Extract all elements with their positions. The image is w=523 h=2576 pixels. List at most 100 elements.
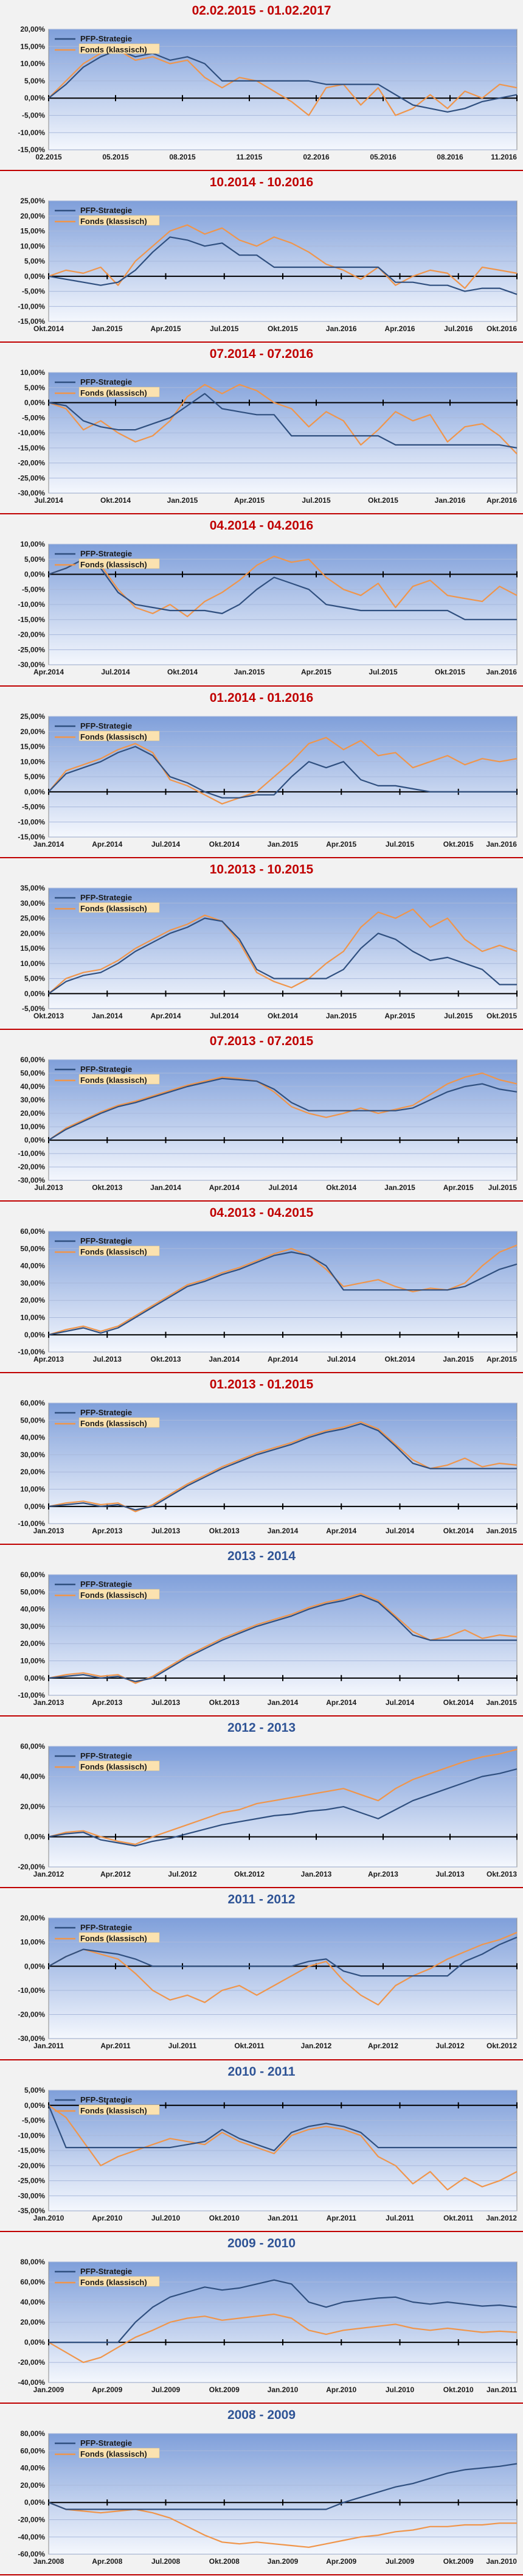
y-tick-label: -5,00% — [22, 2116, 45, 2124]
y-tick-label: 30,00% — [20, 1279, 45, 1287]
y-tick-label: 15,00% — [20, 944, 45, 953]
y-tick-label: 20,00% — [20, 2318, 45, 2326]
x-tick-label: Apr.2015 — [234, 496, 265, 505]
y-tick-label: 20,00% — [20, 1639, 45, 1648]
y-tick-label: -5,00% — [22, 287, 45, 296]
legend-label-strategy: PFP-Strategie — [80, 549, 132, 558]
legend-label-fund: Fonds (klassisch) — [80, 45, 147, 54]
series-line-fonds-klassisch — [48, 2502, 517, 2548]
x-tick-label: Okt.2015 — [443, 840, 474, 849]
y-tick-label: 0,00% — [24, 399, 45, 407]
line-chart: 60,00% 50,00% 40,00% 30,00% 20,00% 10,00% 0,00… — [18, 1055, 518, 1192]
y-tick-label: 50,00% — [20, 1069, 45, 1077]
x-tick-label: Jan.2010 — [486, 2557, 517, 2566]
x-tick-label: Jul.2014 — [386, 1698, 415, 1707]
legend-label-fund: Fonds (klassisch) — [80, 560, 147, 569]
series-line-pfp-strategie — [48, 1937, 518, 1977]
y-tick-label: -5,00% — [22, 1004, 45, 1013]
x-tick-label: Okt.2014 — [326, 1183, 356, 1192]
chart-title: 04.2014 - 04.2016 — [209, 519, 314, 533]
x-tick-label: Okt.2015 — [435, 668, 465, 677]
chart-title: 07.2013 - 07.2015 — [209, 1034, 314, 1048]
panel-separator — [0, 2574, 523, 2575]
x-tick-label: Apr.2015 — [326, 840, 356, 849]
line-chart: 60,00% 50,00% 40,00% 30,00% 20,00% 10,00% 0,00… — [18, 1399, 518, 1535]
legend-label-strategy: PFP-Strategie — [80, 1923, 132, 1932]
y-tick-label: -20,00% — [18, 1163, 45, 1171]
x-tick-label: Jul.2011 — [386, 2214, 414, 2222]
y-tick-label: 50,00% — [20, 1416, 45, 1424]
y-tick-label: 40,00% — [20, 2463, 45, 2472]
y-tick-label: -10,00% — [18, 1348, 45, 1356]
x-tick-label: Jul.2011 — [168, 2042, 197, 2051]
legend-highlight — [78, 1761, 160, 1771]
legend-highlight — [78, 1245, 160, 1256]
chart-panel: 04.2013 - 04.2015 60,00% 50,00% 40,00% 30,00… — [0, 1202, 523, 1374]
y-tick-label: -15,00% — [18, 833, 45, 841]
y-tick-label: 0,00% — [24, 2101, 45, 2109]
y-tick-label: 30,00% — [20, 898, 45, 907]
y-tick-label: 40,00% — [20, 1082, 45, 1091]
y-tick-label: -20,00% — [18, 1863, 45, 1871]
chart-title: 07.2014 - 07.2016 — [209, 347, 314, 362]
x-tick-label: Okt.2015 — [368, 496, 398, 505]
y-tick-label: 15,00% — [20, 227, 45, 236]
x-tick-label: Jul.2012 — [168, 1870, 197, 1878]
x-tick-label: Jul.2014 — [34, 496, 63, 505]
x-tick-label: Jan.2011 — [268, 2214, 298, 2222]
x-tick-label: Okt.2008 — [209, 2557, 240, 2566]
chart-panel: 2008 - 2009 80,00% 60,00% 40,00% 20,00% 0,00%… — [0, 2404, 523, 2576]
y-tick-label: 0,00% — [24, 1331, 45, 1339]
y-tick-label: 60,00% — [20, 1399, 45, 1407]
line-chart: 5,00% 0,00% -5,00% -10,00% -15,00% -20,00% -25… — [18, 2086, 518, 2222]
panel-separator — [0, 1544, 523, 1545]
panel-separator — [0, 2059, 523, 2060]
y-tick-label: 20,00% — [20, 929, 45, 937]
panel-separator — [0, 341, 523, 343]
legend-label-fund: Fonds (klassisch) — [80, 904, 147, 913]
x-tick-label: Jul.2009 — [386, 2557, 415, 2566]
legend-highlight — [78, 1074, 160, 1085]
chart-title: 01.2013 - 01.2015 — [209, 1377, 314, 1392]
legend-highlight — [78, 2104, 160, 2115]
y-tick-label: 5,00% — [24, 2086, 45, 2095]
x-tick-label: Jan.2015 — [92, 324, 123, 333]
y-tick-label: 10,00% — [20, 1313, 45, 1321]
legend-highlight — [78, 559, 160, 569]
y-tick-label: 40,00% — [20, 1773, 45, 1781]
y-tick-label: 20,00% — [20, 1914, 45, 1922]
x-tick-label: Jan.2015 — [486, 1698, 517, 1707]
legend-label-strategy: PFP-Strategie — [80, 34, 132, 43]
x-tick-label: 11.2016 — [491, 153, 517, 161]
legend-highlight — [78, 2448, 160, 2459]
legend-highlight — [78, 387, 160, 397]
line-chart: 20,00%10,00%0,00%-10,00%-20,00%-30,00%Ja… — [18, 1914, 518, 2051]
x-tick-label: Okt.2009 — [443, 2557, 474, 2566]
y-tick-label: 60,00% — [20, 1055, 45, 1064]
x-tick-label: Jan.2013 — [301, 1870, 332, 1878]
x-tick-label: Jul.2009 — [151, 2385, 181, 2394]
chart-title: 2011 - 2012 — [227, 1892, 296, 1907]
series-line-fonds-klassisch — [48, 1932, 518, 2006]
x-tick-label: Apr.2015 — [151, 324, 181, 333]
y-tick-label: 20,00% — [20, 1802, 45, 1811]
chart-panel: 01.2013 - 01.2015 60,00% 50,00% 40,00% 30,00… — [0, 1374, 523, 1546]
legend-label-strategy: PFP-Strategie — [80, 2095, 132, 2104]
x-tick-label: Apr.2014 — [268, 1355, 298, 1363]
y-tick-label: 0,00% — [24, 989, 45, 998]
y-tick-label: 5,00% — [24, 383, 45, 392]
x-tick-label: Jan.2013 — [33, 1698, 64, 1707]
series-line-pfp-strategie — [48, 1423, 517, 1511]
series-line-pfp-strategie — [47, 2104, 517, 2151]
line-chart: 80,00% 60,00% 40,00% 20,00% 0,00% -20,00% -40,… — [18, 2429, 518, 2566]
y-tick-label: 0,00% — [24, 570, 45, 579]
line-chart: 60,00% 40,00% 20,00% 0,00% -20,00%Jan.2012 Ap… — [18, 1742, 518, 1878]
y-tick-label: -40,00% — [18, 2533, 45, 2541]
y-tick-label: 0,00% — [24, 1962, 45, 1971]
x-tick-label: Jan.2010 — [268, 2385, 299, 2394]
legend-label-strategy: PFP-Strategie — [80, 2267, 132, 2276]
x-tick-label: Apr.2011 — [100, 2042, 131, 2051]
x-tick-label: Jul.2010 — [151, 2214, 181, 2222]
x-tick-label: Okt.2015 — [268, 324, 298, 333]
series-line-pfp-strategie — [48, 1768, 518, 1847]
